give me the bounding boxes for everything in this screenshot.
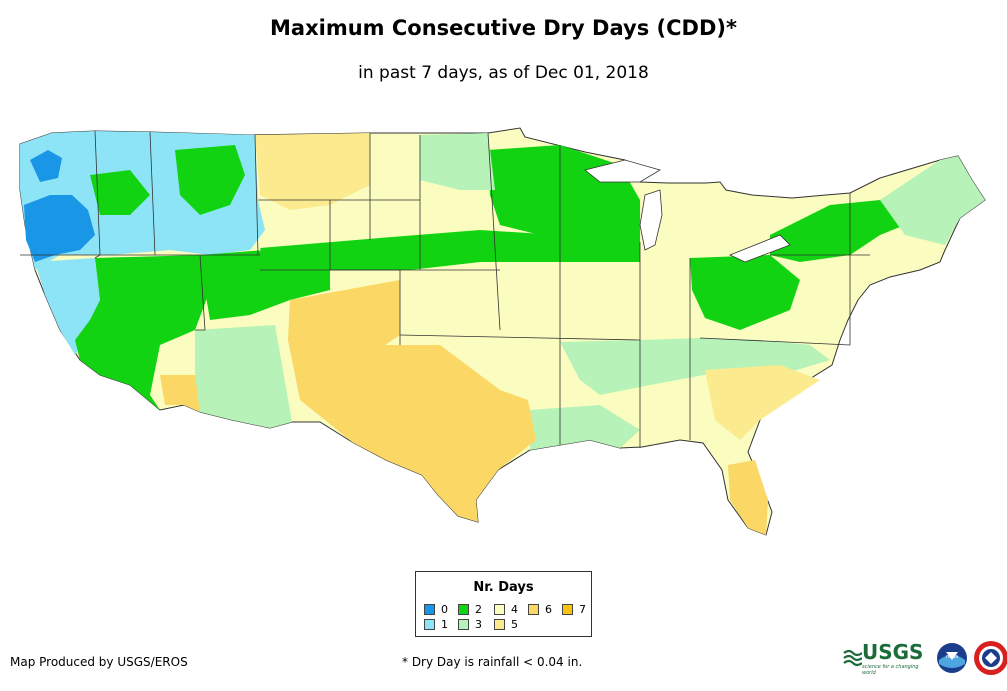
legend-label-2: 2 — [475, 603, 482, 616]
credit-text: Map Produced by USGS/EROS — [10, 655, 188, 669]
usgs-logo: USGS science for a changing world — [843, 640, 930, 676]
lake-superior — [584, 159, 661, 183]
legend-swatch-3 — [458, 619, 469, 630]
usgs-logo-text: USGS — [862, 640, 924, 664]
legend-item-3: 3 — [458, 618, 482, 631]
legend-item-5: 5 — [494, 618, 518, 631]
legend-label-4: 4 — [511, 603, 518, 616]
region-3day-south-midwest — [560, 338, 830, 395]
legend-item-4: 4 — [494, 603, 518, 616]
usgs-tagline: science for a changing world — [862, 664, 919, 676]
legend-label-5: 5 — [511, 618, 518, 631]
region-6day-florida — [728, 460, 768, 535]
legend-label-3: 3 — [475, 618, 482, 631]
region-2day-idaho — [175, 145, 245, 215]
region-0day-wa-coast — [30, 150, 62, 182]
legend-label-1: 1 — [441, 618, 448, 631]
legend-swatch-0 — [424, 604, 435, 615]
legend-swatch-4 — [494, 604, 505, 615]
noaa-logo-text: noaa — [946, 654, 958, 660]
legend: Nr. Days 0 1 2 3 4 5 6 7 — [415, 571, 592, 637]
region-0day-oregon-coast — [24, 195, 95, 262]
legend-item-6: 6 — [528, 603, 552, 616]
legend-item-0: 0 — [424, 603, 448, 616]
region-3day-new-england — [880, 156, 985, 245]
lake-michigan — [639, 189, 663, 251]
region-2day-plains-band — [260, 230, 640, 270]
legend-item-7: 7 — [562, 603, 586, 616]
legend-swatch-6 — [528, 604, 539, 615]
region-3day-north-dakota — [420, 133, 495, 190]
legend-swatch-5 — [494, 619, 505, 630]
legend-title: Nr. Days — [473, 580, 534, 595]
legend-swatch-7 — [562, 604, 573, 615]
map-subtitle: in past 7 days, as of Dec 01, 2018 — [358, 63, 649, 83]
footnote-text: * Dry Day is rainfall < 0.04 in. — [402, 655, 583, 669]
region-6day-texas — [325, 345, 536, 522]
legend-item-1: 1 — [424, 618, 448, 631]
region-2day-greatbasin — [75, 255, 210, 410]
region-3day-arizona — [184, 325, 292, 428]
legend-label-7: 7 — [579, 603, 586, 616]
region-6day-new-mexico — [288, 280, 400, 420]
legend-label-0: 0 — [441, 603, 448, 616]
noaa-logo: noaa — [937, 643, 967, 673]
region-5day-montana — [255, 133, 370, 210]
lake-erie — [728, 234, 791, 263]
region-2day-ohio-valley — [690, 255, 800, 330]
state-boundaries — [20, 130, 870, 448]
map-title: Maximum Consecutive Dry Days (CDD)* — [270, 16, 737, 40]
region-6day-socal — [160, 375, 200, 412]
logo-group: USGS science for a changing world noaa — [843, 640, 1007, 676]
nws-logo — [973, 641, 1007, 675]
region-5day-carolinas — [705, 365, 820, 440]
legend-item-2: 2 — [458, 603, 482, 616]
legend-label-6: 6 — [545, 603, 552, 616]
legend-swatch-2 — [458, 604, 469, 615]
region-2day-wa-interior — [90, 170, 150, 215]
region-3day-louisiana — [530, 405, 640, 450]
usgs-wave-icon — [843, 649, 862, 667]
legend-swatch-1 — [424, 619, 435, 630]
